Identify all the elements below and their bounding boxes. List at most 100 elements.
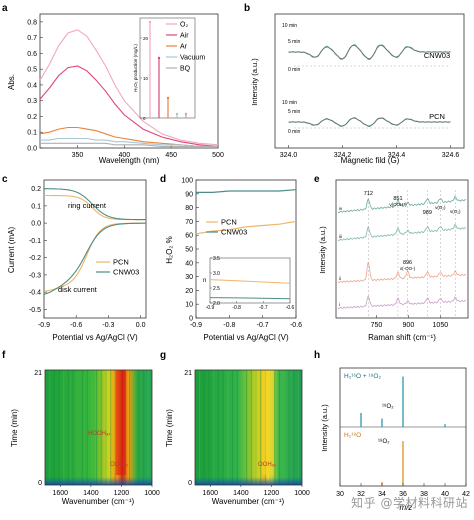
x-tick-label-f: 1200	[114, 490, 130, 497]
y-tick-label-a: 0.2	[27, 114, 37, 121]
raman-trace-e	[337, 262, 466, 284]
epr-traces-b	[288, 44, 451, 129]
trace-label-pcn: PCN	[429, 112, 445, 121]
inset-d: 2.0 2.5 3.0 3.5 -0.9 -0.8 -0.7 -0.6	[206, 256, 295, 311]
x-tick-label-h: 42	[462, 491, 470, 498]
panel-label-g: g	[160, 350, 166, 361]
x-axis-label-c: Potential vs Ag/AgCl (V)	[52, 333, 138, 342]
x-tick-label-d: -0.7	[257, 322, 269, 329]
raman-trace-e	[337, 224, 466, 242]
time-label-0min-top: 0 min	[288, 67, 300, 73]
annotation-ooh-f: OOHₐₛ	[110, 462, 128, 468]
peak-guides-e	[368, 190, 456, 318]
time-label-5min-bottom: 5 min	[288, 109, 300, 115]
plot-frame-a	[39, 13, 219, 149]
disk-current-label: disk current	[58, 285, 98, 294]
ticks-g: 1600 1400 1200 1000 21 0	[184, 370, 310, 497]
series-line-d	[196, 189, 297, 193]
y-axis-label-c: Current (mA)	[7, 227, 16, 274]
inset-ylabel-d: n	[203, 278, 206, 284]
x-tick-label-c: 0.0	[136, 322, 146, 329]
y-tick-label-a: 0.0	[27, 146, 37, 153]
x-axis-label-a: Wavelength (nm)	[99, 156, 160, 165]
panel-a: a 0.0 0.1 0.2 0.3 0.4 0.5 0.6 0.7 0.8 350 400 450 5…	[2, 3, 224, 165]
series-line-a	[40, 142, 218, 147]
series-lines-d	[195, 189, 297, 235]
x-tick-label-c: -0.9	[38, 322, 50, 329]
trace-index-e: i	[339, 302, 340, 307]
x-tick-label-b: 324.2	[334, 152, 352, 159]
legend-label-a: Ar	[180, 44, 188, 51]
panel-label-f: f	[2, 350, 6, 361]
y-tick-label-g: 0	[188, 480, 192, 487]
y-axis-label-f: Time (min)	[10, 409, 19, 447]
peak-712-e: 712	[364, 191, 373, 197]
x-tick-label-c: -0.6	[70, 322, 82, 329]
trace-index-e: ii	[339, 276, 341, 281]
legend-label-a: BQ	[180, 66, 191, 73]
peak-989-e: 989	[423, 210, 432, 216]
panel-label-c: c	[2, 174, 8, 185]
heatmap-base-f	[45, 370, 152, 485]
x-tick-label-e: 1050	[433, 322, 449, 329]
x-tick-label-h: 34	[378, 491, 386, 498]
y-tick-label-c: -0.4	[29, 290, 41, 297]
annotation-ooh-g: OOHₐₛ	[258, 462, 276, 468]
series-line-a	[39, 65, 219, 147]
watermark-text: 知乎 @学材料科研站	[351, 496, 468, 510]
x-tick-label-h: 30	[336, 491, 344, 498]
series-line-a	[40, 137, 218, 147]
legend-label-a: Air	[180, 33, 189, 40]
y-axis-label-e: Intensity (a.u.)	[318, 226, 327, 274]
x-axis-label-e: Raman shift (cm⁻¹)	[368, 333, 436, 342]
x-tick-label-h: 38	[420, 491, 428, 498]
time-label-5min-top: 5 min	[288, 39, 300, 45]
annotation-hooh-f: HOOHₐₛ	[88, 431, 110, 437]
y-axis-label-a: Abs.	[7, 74, 16, 90]
y-tick-label-g: 21	[184, 370, 192, 377]
x-tick-label-f: 1400	[83, 490, 99, 497]
inset-line-d	[209, 279, 291, 284]
y-tick-label-a: 0.3	[27, 98, 37, 105]
inset-x-tick-label-d: -0.6	[286, 305, 295, 311]
legend-label-d: CNW03	[221, 228, 247, 237]
x-tick-label-e: 750	[371, 322, 383, 329]
y-tick-label-a: 0.4	[27, 82, 37, 89]
x-tick-label-c: -0.3	[102, 322, 114, 329]
legend-top-h: H₂¹⁶O + ¹⁸O₂	[344, 373, 381, 380]
peak-label-top-h: ¹⁸O₂	[382, 403, 394, 410]
inset-x-tick-label-d: -0.7	[259, 305, 268, 311]
inset-x-tick-label-d: -0.8	[232, 305, 241, 311]
plot-frame-g	[194, 369, 303, 486]
y-tick-label-d: 90	[185, 191, 193, 198]
trace-label-cnw03: CNW03	[424, 51, 450, 60]
inset-y-tick-label-d: 2.0	[213, 301, 220, 307]
inset-y-tick-label-a: 0	[143, 116, 146, 121]
legend-label-c: CNW03	[113, 268, 139, 277]
y-tick-label-a: 0.1	[27, 130, 37, 137]
x-tick-label-b: 324.0	[280, 152, 298, 159]
plot-frame-b	[274, 13, 465, 149]
legend-label-a: O₂	[180, 22, 188, 29]
y-tick-label-c: 0.1	[31, 203, 41, 210]
legend-a: O₂ Air Ar Vacuum BQ	[166, 22, 205, 73]
y-tick-label-a: 0.8	[27, 19, 37, 26]
x-ticks-d: -0.9 -0.8 -0.7 -0.6	[190, 315, 302, 329]
y-ticks-c: -0.5 -0.4 -0.3 -0.2 -0.1 0.0 0.1 0.2	[29, 186, 47, 314]
y-axis-label-b: Intensity (a.u.)	[250, 58, 259, 106]
x-tick-label-g: 1600	[202, 490, 218, 497]
current-curve-c	[43, 222, 146, 296]
y-tick-label-d: 60	[185, 233, 193, 240]
peak-851-label-e: ν(OOH*)	[389, 202, 407, 207]
panel-label-h: h	[314, 350, 320, 361]
peak-label-bottom-h: ¹⁸O₂	[378, 438, 390, 445]
inset-bar-cap-a	[184, 112, 188, 116]
y-tick-label-d: 10	[185, 302, 193, 309]
inset-y-tick-label-d: 2.5	[213, 286, 220, 292]
ring-current-label: ring current	[68, 201, 107, 210]
x-tick-label-h: 36	[399, 491, 407, 498]
peak-896-e: 896	[403, 260, 412, 266]
